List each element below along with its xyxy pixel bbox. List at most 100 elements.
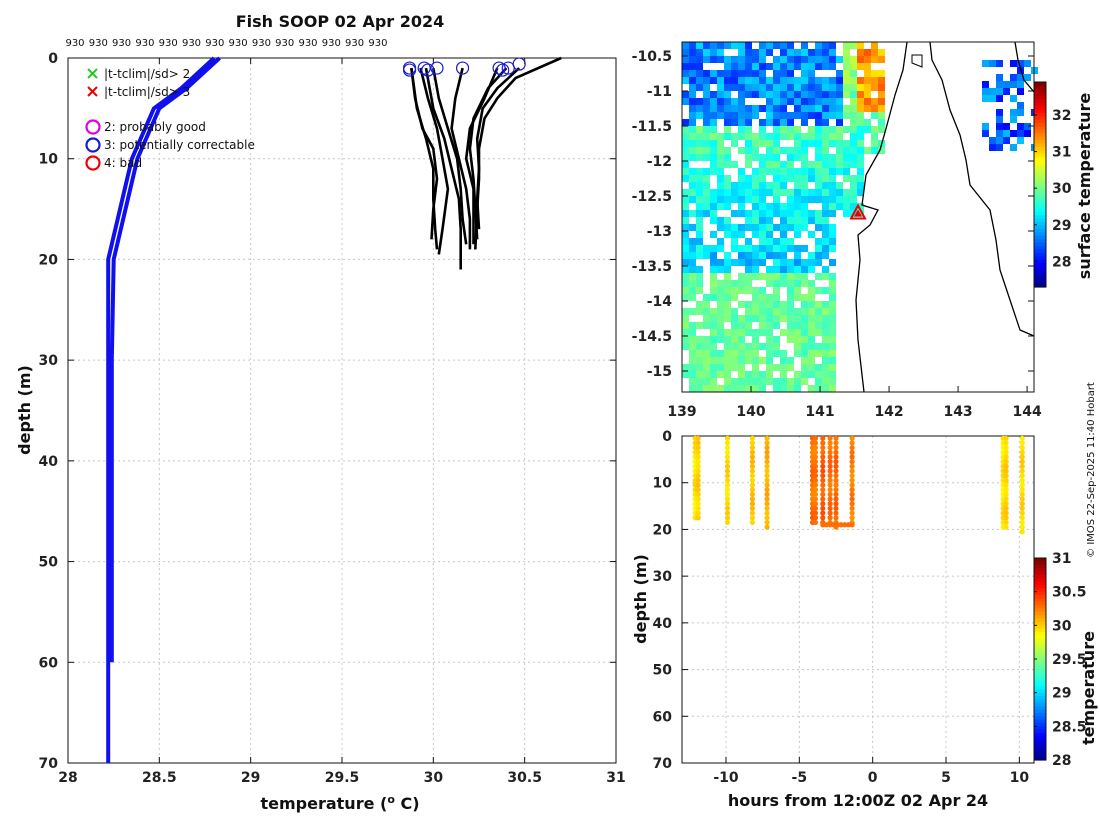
sst-cell <box>731 357 738 364</box>
cast-point <box>1003 519 1009 526</box>
sst-cell <box>780 329 787 336</box>
sst-cell <box>808 301 815 308</box>
map-y-tick-label: -10.5 <box>632 49 672 65</box>
sst-cell <box>766 105 773 112</box>
sst-cell <box>773 42 780 49</box>
map-x-tick-label: 143 <box>943 404 972 420</box>
colorbar-segment <box>1034 116 1046 121</box>
sst-cell <box>996 109 1003 116</box>
sst-cell <box>836 154 843 161</box>
cast-point <box>812 473 819 479</box>
sst-cell <box>822 56 829 63</box>
sst-cell <box>843 70 850 77</box>
sst-cell <box>801 112 808 119</box>
sst-cell <box>682 217 689 224</box>
cast-point <box>1019 524 1025 530</box>
sst-cell <box>822 119 829 126</box>
cast-point <box>749 510 756 516</box>
sst-cell <box>745 56 752 63</box>
cast-point <box>749 473 756 479</box>
sst-cell <box>801 336 808 343</box>
timeseries-y-tick-label: 70 <box>653 756 673 772</box>
sst-cell <box>696 322 703 329</box>
sst-cell <box>689 112 696 119</box>
sst-cell <box>738 196 745 203</box>
cast-point <box>833 473 839 479</box>
colorbar-segment <box>1034 95 1046 100</box>
sst-cell <box>808 343 815 350</box>
cast-id-label: 930 <box>229 38 248 49</box>
sst-cell <box>808 56 815 63</box>
sst-cell <box>766 119 773 126</box>
sst-cell <box>801 273 808 280</box>
sst-cell <box>689 140 696 147</box>
sst-cell <box>696 280 703 287</box>
sst-cell <box>759 357 766 364</box>
sst-cell <box>724 224 731 231</box>
sst-cell <box>857 77 864 84</box>
sst-cell <box>1010 81 1017 88</box>
sst-cell <box>724 147 731 154</box>
sst-cell <box>717 189 724 196</box>
cast-point <box>724 491 731 497</box>
sst-cell <box>752 77 759 84</box>
sst-cell <box>787 238 794 245</box>
cast-point <box>820 496 826 502</box>
cast-point <box>764 454 770 460</box>
sst-cell <box>766 189 773 196</box>
sst-cell <box>794 217 801 224</box>
sst-cell <box>801 259 808 266</box>
sst-cell <box>766 42 773 49</box>
sst-cell <box>794 294 801 301</box>
sst-cell <box>780 259 787 266</box>
sst-cell <box>808 371 815 378</box>
colorbar-segment <box>1034 608 1046 613</box>
sst-cell <box>745 126 752 133</box>
cast-point <box>1003 496 1009 502</box>
profile-x-tick-label: 28.5 <box>142 770 177 786</box>
cast-point <box>1003 477 1009 483</box>
cast-id-label: 930 <box>322 38 341 49</box>
sst-cell <box>696 350 703 357</box>
colorbar-segment <box>1034 160 1046 165</box>
sst-cell <box>766 280 773 287</box>
cast-point <box>749 445 756 451</box>
sst-cell <box>982 81 989 88</box>
sst-cell <box>1017 109 1024 116</box>
sst-cell <box>738 133 745 140</box>
sst-cell <box>843 84 850 91</box>
sst-cell <box>787 266 794 273</box>
sst-cell <box>815 84 822 91</box>
sst-cell <box>780 357 787 364</box>
sst-cell <box>850 126 857 133</box>
sst-cell <box>703 315 710 322</box>
sst-cell <box>703 350 710 357</box>
sst-cell <box>710 308 717 315</box>
sst-cell <box>989 144 996 151</box>
sst-cell <box>696 287 703 294</box>
colorbar-segment <box>1034 739 1046 744</box>
sst-cell <box>871 112 878 119</box>
cast-point <box>820 459 826 465</box>
sst-cell <box>780 161 787 168</box>
sst-cell <box>815 252 822 259</box>
sst-cell <box>1010 130 1017 137</box>
cast-point <box>812 510 819 516</box>
sst-cell <box>703 294 710 301</box>
colorbar-segment <box>1034 675 1046 680</box>
sst-cell <box>682 175 689 182</box>
cast-point <box>820 454 826 460</box>
sst-cell <box>724 287 731 294</box>
sst-cell <box>731 364 738 371</box>
colorbar-segment <box>1034 215 1046 220</box>
timeseries-y-tick-label: 40 <box>653 616 673 632</box>
sst-cell <box>738 252 745 259</box>
sst-cell <box>787 357 794 364</box>
sst-cell <box>759 287 766 294</box>
sst-cell <box>808 161 815 168</box>
sst-cell <box>829 364 836 371</box>
cast-point <box>695 445 701 451</box>
sst-cell <box>815 224 822 231</box>
cast-point <box>833 477 839 483</box>
cast-point <box>1019 454 1025 460</box>
